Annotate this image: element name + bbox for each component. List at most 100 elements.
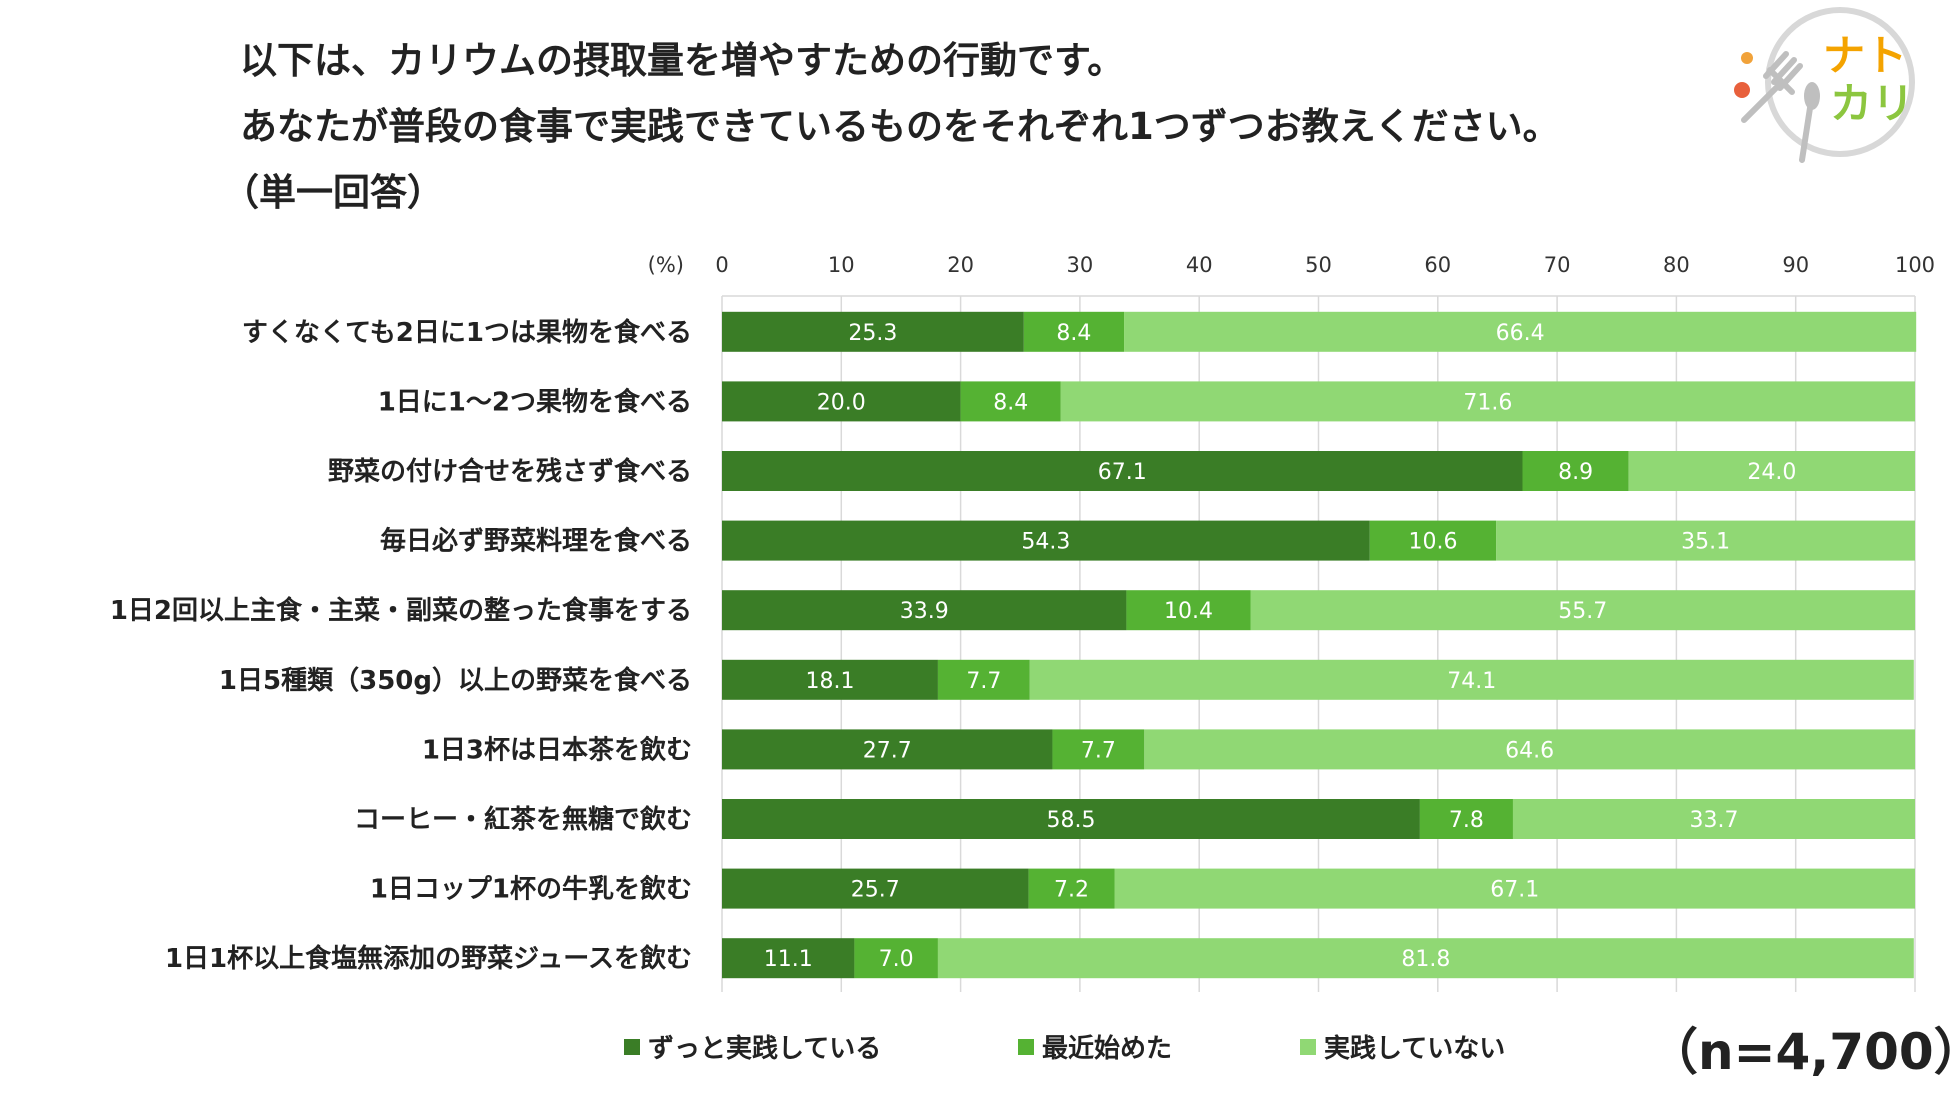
category-labels: すくなくても2日に1つは果物を食べる 1日に1～2つ果物を食べる野菜の付け合せを残… — [110, 317, 692, 974]
bar-segment — [1628, 451, 1915, 491]
bar-segment — [854, 938, 938, 979]
logo-ring — [1765, 7, 1915, 157]
data-label: 54.3 — [1021, 530, 1070, 555]
logo-text-bottom: カリ — [1830, 79, 1914, 128]
x-tick-label: 80 — [1663, 253, 1690, 277]
bar-segment — [722, 311, 1024, 352]
data-label: 74.1 — [1447, 669, 1496, 694]
fruit-icon — [1741, 52, 1753, 64]
data-label: 33.7 — [1689, 808, 1738, 833]
bars: 25.3 8.4 66.4 20.0 8.4 71.6 67.1 8.9 24.0 54.3 10.… — [722, 311, 1917, 979]
bar-segment — [1144, 729, 1915, 770]
x-tick-label: 100 — [1895, 253, 1935, 277]
chart-title-line-1: 以下は、カリウムの摂取量を増やすための行動です。 — [240, 39, 1125, 82]
category-label: 1日2回以上主食・主菜・副菜の整った食事をする — [110, 595, 692, 626]
bar-segment — [722, 659, 938, 700]
x-axis-unit-label: (%) — [648, 253, 684, 277]
bar-segment — [1028, 868, 1115, 909]
data-label: 81.8 — [1401, 947, 1450, 972]
bar-segment — [722, 868, 1029, 909]
data-label: 8.4 — [993, 390, 1028, 415]
x-axis-ticks: 0 10 20 30 40 50 60 70 80 90 100 (%) — [648, 253, 1935, 277]
bar-segment — [1369, 520, 1497, 561]
data-label: 55.7 — [1558, 599, 1607, 624]
x-tick-label: 90 — [1782, 253, 1809, 277]
bar-segment — [937, 659, 1030, 700]
data-label: 10.6 — [1409, 530, 1458, 555]
data-label: 33.9 — [900, 599, 949, 624]
x-tick-label: 20 — [947, 253, 974, 277]
bar-segment — [722, 799, 1420, 839]
bar-segment — [960, 381, 1061, 422]
x-tick-label: 60 — [1424, 253, 1451, 277]
data-label: 7.7 — [966, 669, 1001, 694]
bar-segment — [1029, 659, 1914, 700]
bar-segment — [1522, 451, 1629, 491]
data-label: 11.1 — [764, 947, 813, 972]
category-label: 毎日必ず野菜料理を食べる — [380, 526, 692, 557]
data-label: 20.0 — [817, 390, 866, 415]
bar-segment — [722, 381, 961, 422]
bar-segment — [722, 938, 855, 979]
x-tick-label: 70 — [1544, 253, 1571, 277]
data-label: 24.0 — [1747, 460, 1796, 485]
bar-segment — [937, 938, 1914, 979]
data-label: 67.1 — [1098, 460, 1147, 485]
data-label: 58.5 — [1046, 808, 1095, 833]
bar-segment — [722, 520, 1370, 561]
bar-segment — [1419, 799, 1513, 839]
data-label: 66.4 — [1496, 321, 1545, 346]
data-label: 8.9 — [1558, 460, 1593, 485]
data-label: 67.1 — [1490, 878, 1539, 903]
category-label: すくなくても2日に1つは果物を食べる — [242, 317, 692, 348]
legend-label-recent: 最近始めた — [1042, 1034, 1173, 1064]
bar-segment — [722, 590, 1127, 631]
x-tick-label: 50 — [1305, 253, 1332, 277]
data-label: 71.6 — [1463, 390, 1512, 415]
data-label: 64.6 — [1505, 738, 1554, 763]
bar-segment — [1114, 868, 1915, 909]
legend-item-not: 実践していない — [1300, 1028, 1505, 1065]
legend-swatch-recent — [1018, 1038, 1034, 1055]
legend-item-always: ずっと実践している — [624, 1028, 881, 1065]
x-tick-label: 30 — [1067, 253, 1094, 277]
stacked-bar-chart: 0 10 20 30 40 50 60 70 80 90 100 (%) 25.3 8.4 66.4 20.… — [110, 253, 1935, 992]
data-label: 18.1 — [805, 669, 854, 694]
chart-title-line-2: あなたが普段の食事で実践できているものをそれぞれ1つずつお教えください。 — [240, 105, 1560, 148]
data-label: 10.4 — [1164, 599, 1213, 624]
data-label: 35.1 — [1681, 530, 1730, 555]
legend-label-always: ずっと実践している — [648, 1034, 882, 1064]
x-tick-label: 40 — [1186, 253, 1213, 277]
legend-swatch-not — [1300, 1038, 1316, 1055]
category-label: 野菜の付け合せを残さず食べる — [328, 456, 692, 487]
spoon-icon — [1799, 82, 1820, 163]
data-label: 27.7 — [863, 738, 912, 763]
category-label: コーヒー・紅茶を無糖で飲む — [354, 804, 692, 835]
data-label: 7.8 — [1449, 808, 1484, 833]
category-label: 1日コップ1杯の牛乳を飲む — [370, 874, 692, 905]
natokari-logo: ナト カリ — [1734, 7, 1915, 163]
category-label: 1日5種類（350g）以上の野菜を食べる — [219, 665, 692, 696]
data-label: 7.2 — [1054, 878, 1089, 903]
data-label: 7.0 — [879, 947, 914, 972]
bar-segment — [1023, 311, 1125, 352]
category-label: 1日1杯以上食塩無添加の野菜ジュースを飲む — [165, 943, 692, 974]
legend-item-recent: 最近始めた — [1018, 1028, 1172, 1065]
category-label: 1日に1～2つ果物を食べる — [378, 386, 692, 417]
legend-label-not: 実践していない — [1324, 1034, 1506, 1064]
x-tick-label: 0 — [715, 253, 728, 277]
bar-segment — [1250, 590, 1915, 631]
bar-segment — [722, 451, 1523, 491]
bar-segment — [1496, 520, 1915, 561]
logo-text-top: ナト — [1823, 31, 1907, 80]
bar-segment — [1512, 799, 1915, 839]
category-label: 1日3杯は日本茶を飲む — [422, 734, 692, 765]
chart-title-line-3: （単一回答） — [222, 171, 444, 214]
fork-icon — [1741, 51, 1803, 123]
tomato-icon — [1734, 82, 1750, 98]
legend-swatch-always — [624, 1038, 640, 1055]
data-label: 7.7 — [1081, 738, 1116, 763]
data-label: 25.7 — [851, 878, 900, 903]
bar-segment — [1052, 729, 1145, 770]
bar-segment — [1126, 590, 1251, 631]
